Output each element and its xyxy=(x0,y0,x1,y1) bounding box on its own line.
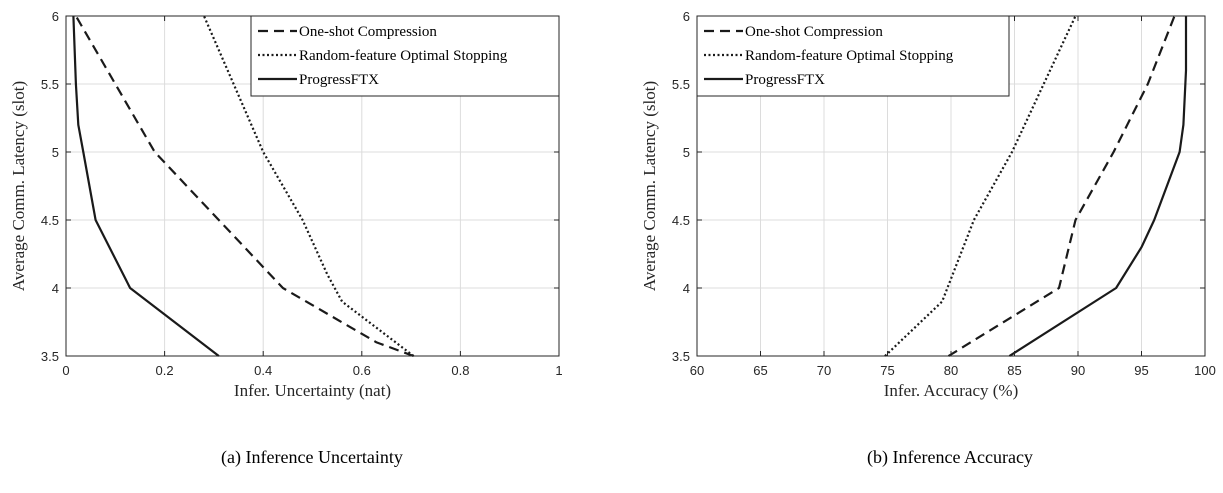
legend-label: Random-feature Optimal Stopping xyxy=(745,48,954,64)
x-tick-label: 90 xyxy=(1071,363,1085,378)
legend-label: ProgressFTX xyxy=(299,72,379,88)
y-tick-label: 5 xyxy=(683,145,690,160)
y-tick-label: 3.5 xyxy=(41,349,59,364)
x-tick-label: 85 xyxy=(1007,363,1021,378)
x-tick-label: 0.4 xyxy=(254,363,272,378)
legend: One-shot Compression Random-feature Optim… xyxy=(696,15,1010,97)
legend-label: ProgressFTX xyxy=(745,72,825,88)
x-tick-label: 70 xyxy=(817,363,831,378)
y-tick-label: 5 xyxy=(52,145,59,160)
y-tick-label: 4.5 xyxy=(41,213,59,228)
x-tick-label: 1 xyxy=(555,363,562,378)
x-tick-label: 75 xyxy=(880,363,894,378)
y-tick-label: 6 xyxy=(683,9,690,24)
x-tick-label: 100 xyxy=(1194,363,1216,378)
series-line-1 xyxy=(202,15,415,357)
y-tick-label: 4 xyxy=(52,281,59,296)
panel-a: 0 0.2 0.4 0.6 0.8 1 3.5 4 4.5 5 5.5 6 Infer. Uncerta… xyxy=(9,9,563,468)
legend-box xyxy=(696,15,1010,97)
panel-b: 60 65 70 75 80 85 90 95 100 3.5 4 4.5 5 5.5 6 Infer. Ac… xyxy=(640,9,1216,468)
x-tick-label: 95 xyxy=(1134,363,1148,378)
y-axis-label: Average Comm. Latency (slot) xyxy=(640,81,659,291)
series-line-2 xyxy=(1008,16,1188,357)
x-tick-label: 0.8 xyxy=(451,363,469,378)
x-axis-label: Infer. Uncertainty (nat) xyxy=(234,381,391,400)
y-tick-label: 5.5 xyxy=(41,77,59,92)
legend-label: One-shot Compression xyxy=(299,24,437,40)
series-line-0 xyxy=(74,15,414,358)
x-tick-label: 0.2 xyxy=(156,363,174,378)
legend-label: Random-feature Optimal Stopping xyxy=(299,48,508,64)
x-axis-label: Infer. Accuracy (%) xyxy=(884,381,1019,400)
y-tick-label: 4.5 xyxy=(672,213,690,228)
x-tick-label: 0 xyxy=(62,363,69,378)
legend-label: One-shot Compression xyxy=(745,24,883,40)
legend-box xyxy=(250,15,560,97)
figure-caption: (b) Inference Accuracy xyxy=(867,447,1033,468)
x-tick-label: 0.6 xyxy=(353,363,371,378)
y-tick-label: 5.5 xyxy=(672,77,690,92)
legend: One-shot Compression Random-feature Optim… xyxy=(250,15,560,97)
x-tick-label: 60 xyxy=(690,363,704,378)
y-tick-label: 3.5 xyxy=(672,349,690,364)
y-axis-label: Average Comm. Latency (slot) xyxy=(9,81,28,291)
figure-caption: (a) Inference Uncertainty xyxy=(221,447,403,468)
x-tick-label: 80 xyxy=(944,363,958,378)
y-tick-label: 4 xyxy=(683,281,690,296)
series-line-2 xyxy=(72,15,220,357)
x-tick-label: 65 xyxy=(753,363,767,378)
y-tick-label: 6 xyxy=(52,9,59,24)
